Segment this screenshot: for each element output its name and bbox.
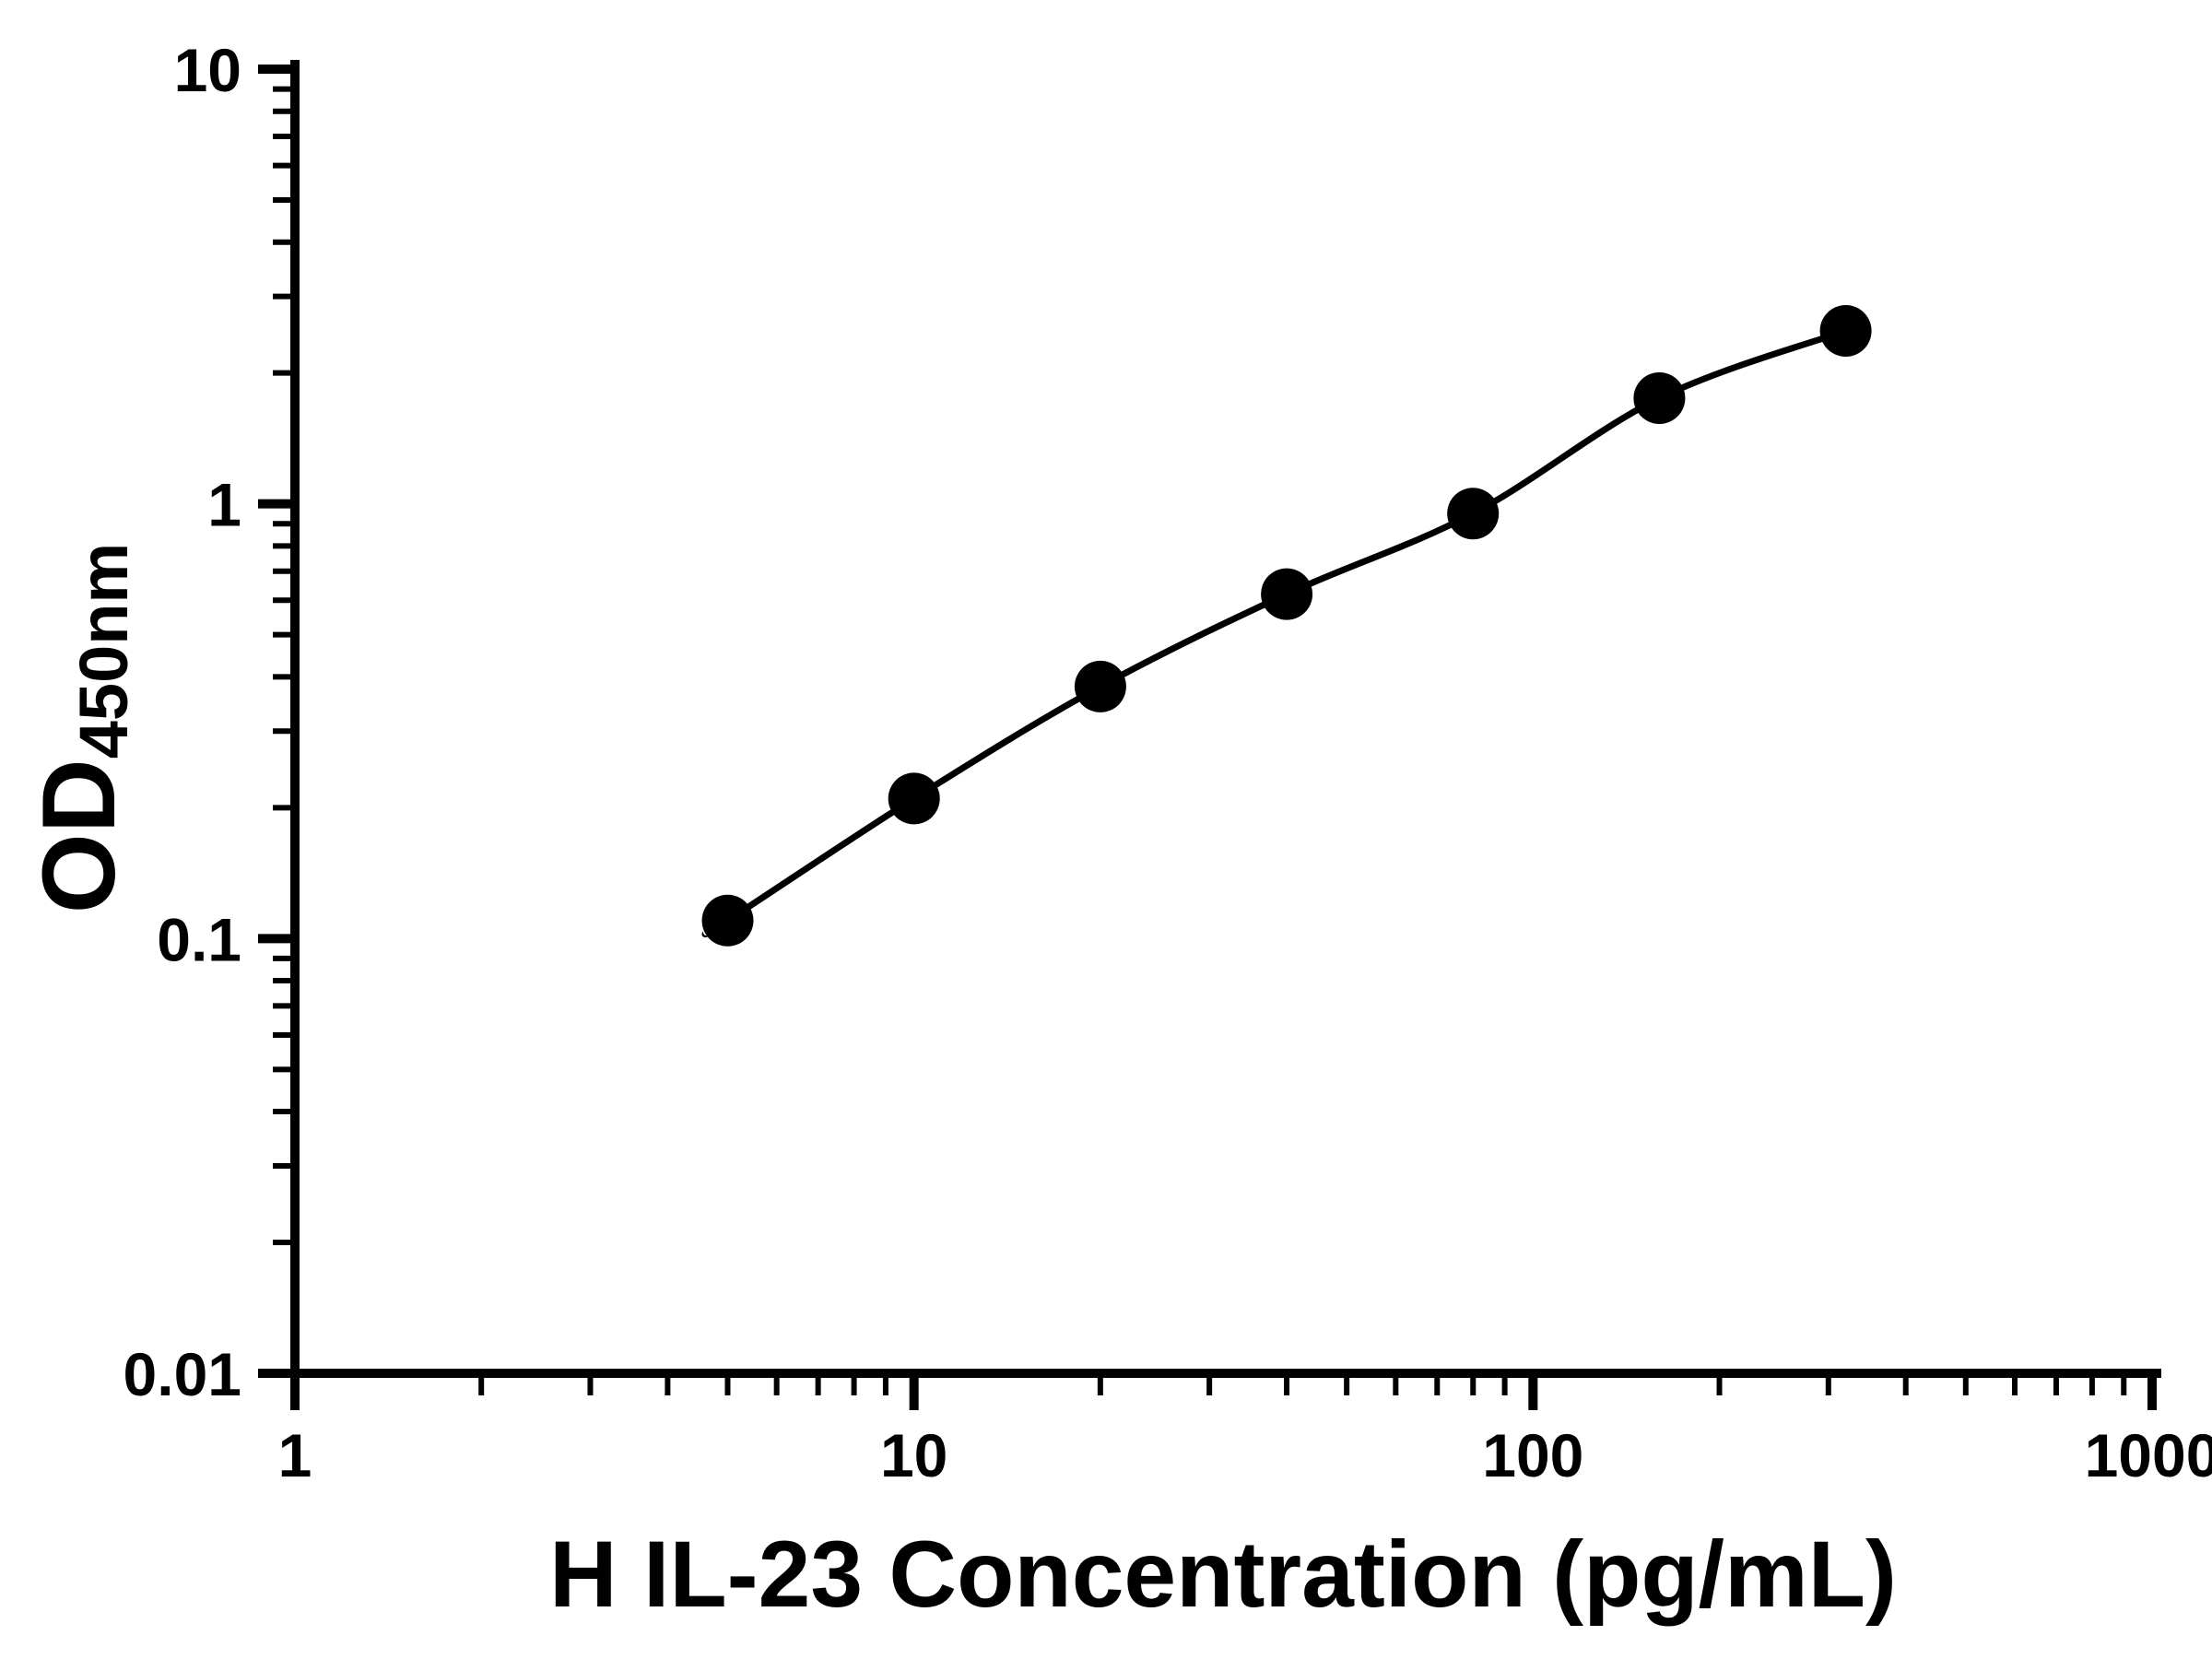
y-axis-title-subscript: 450nm xyxy=(65,542,142,759)
fit-curve xyxy=(701,327,1847,938)
y-tick-label: 1 xyxy=(207,471,241,539)
data-point xyxy=(888,772,940,825)
x-tick-label: 10 xyxy=(880,1421,947,1489)
x-tick-label: 1000 xyxy=(2085,1421,2212,1489)
data-point xyxy=(1261,568,1313,620)
data-point xyxy=(1074,660,1126,712)
x-tick-label: 100 xyxy=(1482,1421,1583,1489)
y-tick-label: 10 xyxy=(174,36,241,104)
x-tick-label: 1 xyxy=(278,1421,312,1489)
y-tick-label: 0.01 xyxy=(124,1340,241,1408)
data-point xyxy=(1819,305,1872,357)
y-axis-title-main: OD xyxy=(21,759,136,914)
y-tick-label: 0.1 xyxy=(157,905,241,973)
data-point xyxy=(1633,372,1686,424)
x-axis-title: H IL-23 Concentration (pg/mL) xyxy=(549,1522,1897,1627)
y-axis-title: OD450nm xyxy=(19,543,143,913)
data-point xyxy=(1447,488,1500,540)
data-point xyxy=(701,894,754,947)
